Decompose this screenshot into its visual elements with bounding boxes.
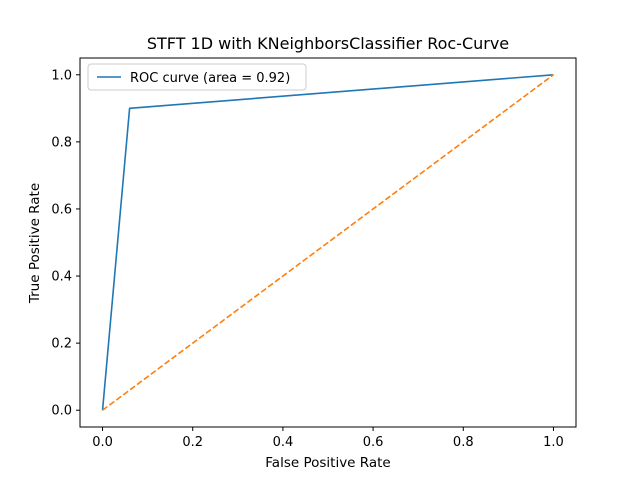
y-axis-ticks: 0.0 0.2 0.4 0.6 0.8 1.0 xyxy=(51,68,80,419)
x-tick-label: 0.4 xyxy=(273,435,294,450)
chart-title: STFT 1D with KNeighborsClassifier Roc-Cu… xyxy=(147,34,509,53)
plot-frame xyxy=(79,57,577,428)
y-tick-label: 1.0 xyxy=(51,68,72,83)
roc-curve-line xyxy=(101,73,554,411)
x-tick-label: 0.0 xyxy=(92,435,113,450)
series-layer xyxy=(101,73,554,411)
x-axis-ticks: 0.0 0.2 0.4 0.6 0.8 1.0 xyxy=(92,427,564,450)
x-tick-label: 0.6 xyxy=(363,435,384,450)
x-tick-label: 0.2 xyxy=(182,435,203,450)
x-axis-label: False Positive Rate xyxy=(265,455,390,471)
legend: ROC curve (area = 0.92) xyxy=(87,63,307,91)
y-tick-label: 0.6 xyxy=(51,202,72,217)
y-tick-label: 0.2 xyxy=(51,337,72,352)
legend-box xyxy=(87,63,307,91)
chance-line xyxy=(102,74,554,411)
y-axis-label: True Positive Rate xyxy=(27,183,43,304)
y-tick-label: 0.8 xyxy=(51,135,72,150)
x-tick-label: 1.0 xyxy=(543,435,564,450)
x-tick-label: 0.8 xyxy=(453,435,474,450)
y-tick-label: 0.4 xyxy=(51,270,72,285)
legend-label-roc-curve: ROC curve (area = 0.92) xyxy=(130,71,290,86)
y-tick-label: 0.0 xyxy=(51,404,72,419)
